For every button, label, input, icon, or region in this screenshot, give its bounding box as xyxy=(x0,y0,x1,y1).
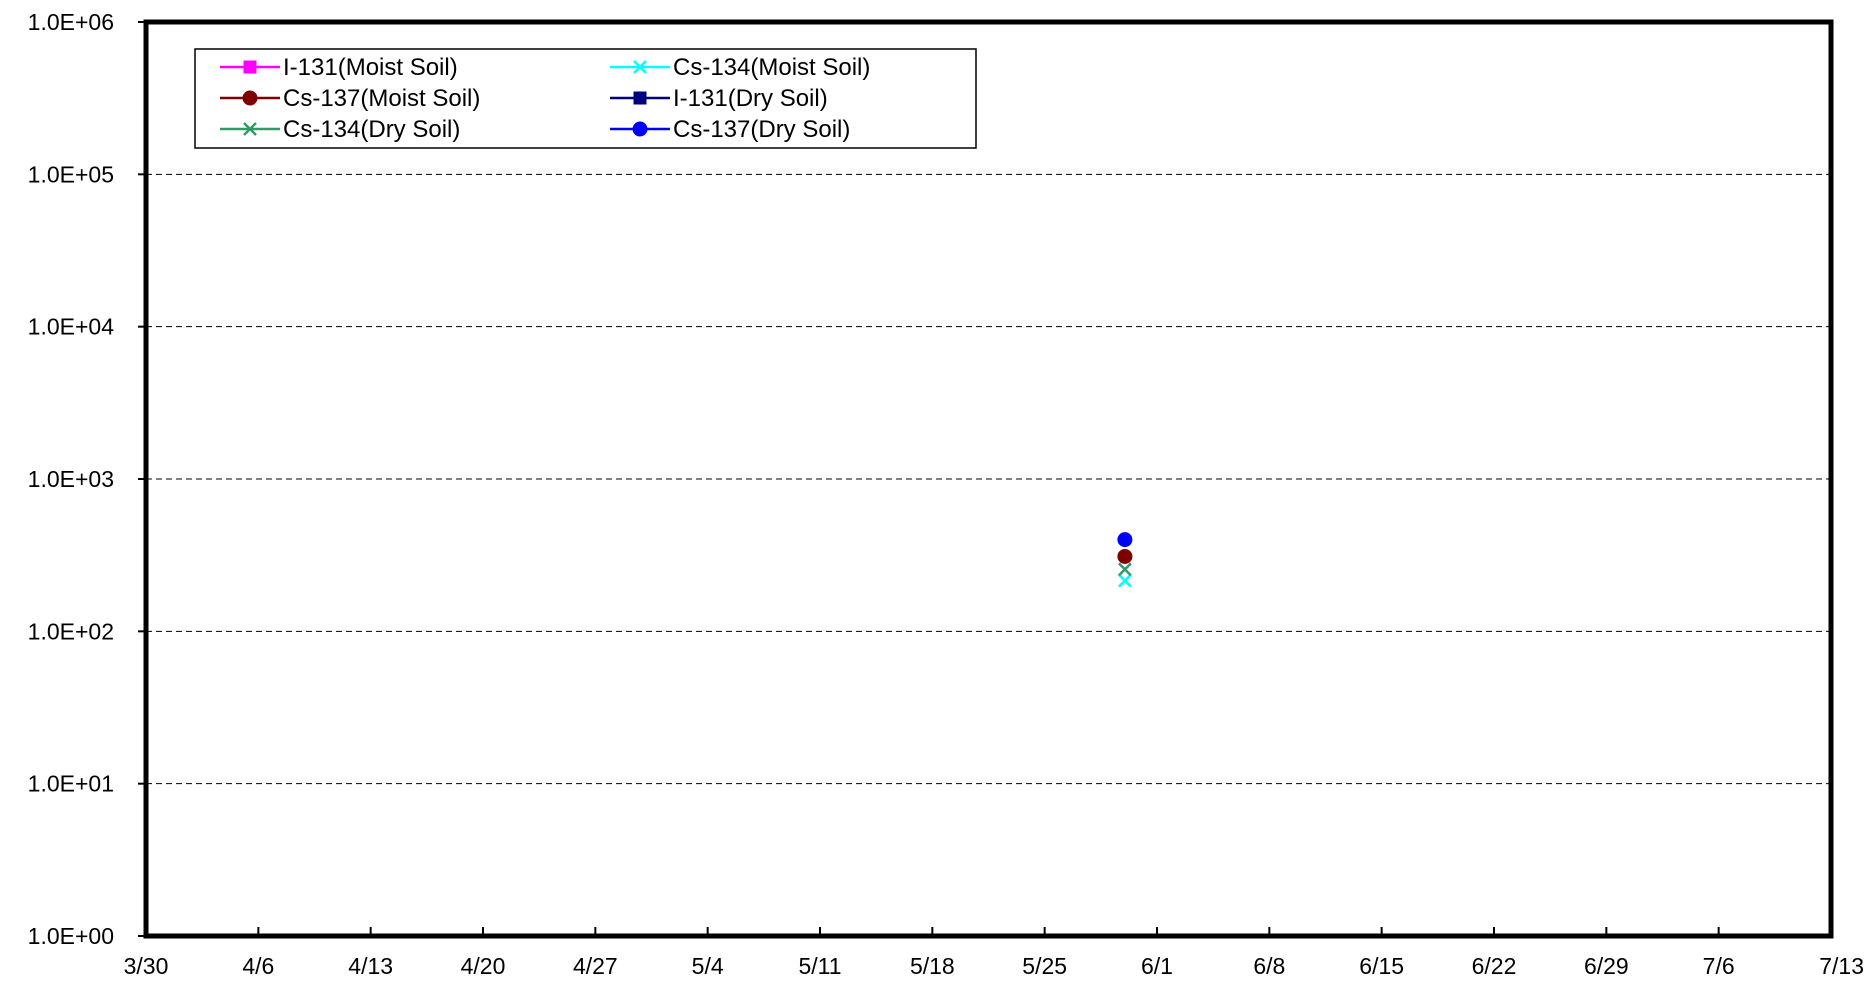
legend-marker xyxy=(243,60,257,74)
x-axis-tick-labels: 3/30 4/6 4/13 4/20 4/27 5/4 5/11 5/18 5/25 6/1 6/8… xyxy=(124,953,1864,979)
legend-item: I-131(Dry Soil) xyxy=(610,85,828,112)
x-tick-label: 7/6 xyxy=(1703,953,1735,979)
y-tick-label: 1.0E+06 xyxy=(28,9,114,35)
legend-marker xyxy=(632,121,648,137)
x-tick-label: 7/13 xyxy=(1819,953,1864,979)
x-tick-label: 5/11 xyxy=(798,953,841,979)
data-point xyxy=(1118,562,1132,577)
legend-marker xyxy=(242,90,258,106)
legend-item: I-131(Moist Soil) xyxy=(220,54,458,81)
gridlines xyxy=(146,173,1831,785)
y-axis-tick-labels: 1.0E+00 1.0E+01 1.0E+02 1.0E+03 1.0E+04 1.0E+… xyxy=(28,9,115,949)
x-tick-label: 4/20 xyxy=(461,953,506,979)
y-tick-label: 1.0E+05 xyxy=(28,161,114,187)
legend-box xyxy=(194,48,977,149)
x-tick-label: 6/15 xyxy=(1359,953,1404,979)
x-tick-label: 4/13 xyxy=(348,953,393,979)
x-tick-label: 5/18 xyxy=(910,953,955,979)
legend-item: Cs-137(Moist Soil) xyxy=(220,85,480,112)
marker-stroke xyxy=(243,122,257,136)
marker-stroke xyxy=(1118,573,1132,588)
legend-marker xyxy=(243,122,257,136)
legend-label: Cs-137(Moist Soil) xyxy=(283,85,480,112)
plot-area-frame xyxy=(143,19,1834,939)
x-tick-label: 5/25 xyxy=(1022,953,1067,979)
legend: I-131(Moist Soil) Cs-134(Moist Soil) Cs-13… xyxy=(194,48,977,149)
legend-item: Cs-134(Dry Soil) xyxy=(220,116,460,143)
y-tick-label: 1.0E+01 xyxy=(28,771,114,797)
x-tick-label: 6/8 xyxy=(1253,953,1285,979)
marker-stroke xyxy=(633,60,647,74)
data-points xyxy=(1117,532,1133,588)
legend-label: Cs-137(Dry Soil) xyxy=(673,116,850,143)
y-tick-label: 1.0E+03 xyxy=(28,466,114,492)
y-tick-label: 1.0E+02 xyxy=(28,618,114,644)
legend-label: I-131(Moist Soil) xyxy=(283,54,458,81)
x-tick-label: 6/29 xyxy=(1584,953,1629,979)
legend-label: Cs-134(Dry Soil) xyxy=(283,116,460,143)
x-tick-label: 3/30 xyxy=(124,953,169,979)
x-tick-label: 4/27 xyxy=(573,953,618,979)
legend-label: Cs-134(Moist Soil) xyxy=(673,54,870,81)
data-point xyxy=(1118,573,1132,588)
data-point xyxy=(1117,548,1133,564)
legend-marker xyxy=(633,91,647,105)
data-point xyxy=(1117,532,1133,548)
y-tick-label: 1.0E+00 xyxy=(28,923,114,949)
x-tick-label: 4/6 xyxy=(242,953,274,979)
x-tick-label: 6/1 xyxy=(1141,953,1173,979)
y-tick-label: 1.0E+04 xyxy=(28,314,115,340)
legend-label: I-131(Dry Soil) xyxy=(673,85,828,112)
x-tick-label: 5/4 xyxy=(692,953,724,979)
legend-item: Cs-137(Dry Soil) xyxy=(610,116,850,143)
legend-marker xyxy=(633,60,647,74)
marker-stroke xyxy=(1118,562,1132,577)
legend-item: Cs-134(Moist Soil) xyxy=(610,54,870,81)
x-tick-label: 6/22 xyxy=(1472,953,1517,979)
